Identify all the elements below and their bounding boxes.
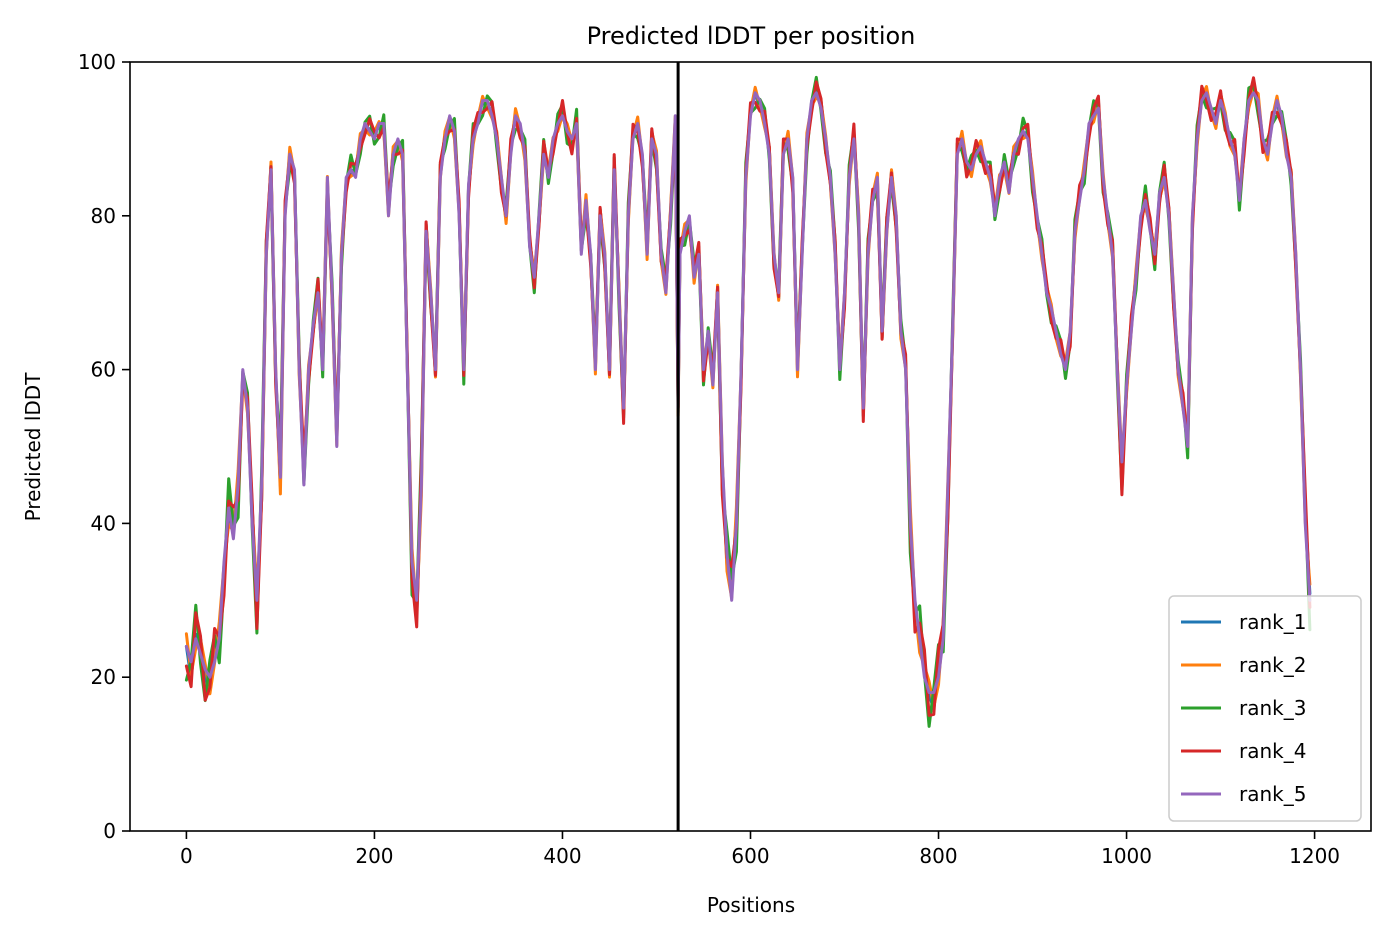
x-tick-label: 400 xyxy=(543,844,581,868)
legend-label-rank_3: rank_3 xyxy=(1239,696,1306,720)
y-tick-label: 40 xyxy=(91,511,116,535)
y-tick-label: 100 xyxy=(78,50,116,74)
legend-box xyxy=(1168,595,1362,822)
y-tick-label: 60 xyxy=(91,358,116,382)
x-tick-label: 1000 xyxy=(1101,844,1152,868)
series-lines xyxy=(184,75,1312,728)
plot-frame xyxy=(129,61,1372,832)
x-tick-label: 800 xyxy=(919,844,957,868)
y-axis-ticks: 0 20 40 60 80 100 xyxy=(78,50,130,843)
chart-title: Predicted lDDT per position xyxy=(587,22,916,50)
legend-label-rank_4: rank_4 xyxy=(1239,739,1306,763)
y-tick-label: 0 xyxy=(103,819,116,843)
x-tick-label: 0 xyxy=(180,844,193,868)
legend-label-rank_5: rank_5 xyxy=(1239,782,1306,806)
y-tick-label: 20 xyxy=(91,665,116,689)
legend-label-rank_1: rank_1 xyxy=(1239,610,1306,634)
y-axis-label: Predicted lDDT xyxy=(21,372,45,522)
series-line-rank_5 xyxy=(184,91,1312,695)
y-tick-label: 80 xyxy=(91,204,116,228)
x-axis-ticks: 0 200 400 600 800 1000 1200 xyxy=(180,831,1340,868)
series-line-rank_1 xyxy=(184,84,1312,711)
series-line-rank_2 xyxy=(184,85,1312,709)
x-tick-label: 600 xyxy=(731,844,769,868)
legend: rank_1 rank_2 rank_3 rank_4 rank_5 xyxy=(1168,595,1362,822)
x-tick-label: 200 xyxy=(355,844,393,868)
x-axis-label: Positions xyxy=(707,893,795,917)
legend-label-rank_2: rank_2 xyxy=(1239,653,1306,677)
x-tick-label: 1200 xyxy=(1289,844,1340,868)
